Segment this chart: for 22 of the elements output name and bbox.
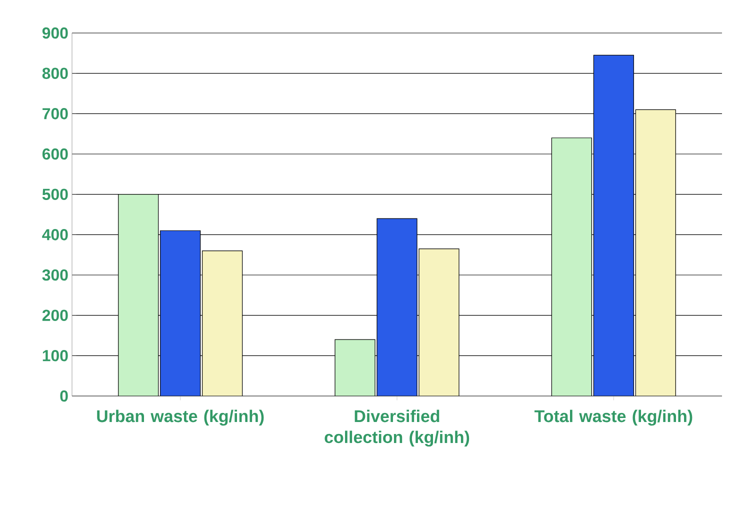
y-tick-label: 800 <box>42 68 68 79</box>
y-tick-label: 300 <box>42 269 68 281</box>
bar <box>418 248 460 396</box>
x-tick-label: Urban waste (kg/inh) <box>97 410 264 426</box>
bar <box>551 138 592 396</box>
y-tick-label: 700 <box>42 108 68 120</box>
y-tick-label: 600 <box>42 148 68 160</box>
bar <box>202 250 243 396</box>
bar <box>376 218 418 396</box>
y-tick-label: 500 <box>42 188 68 200</box>
y-tick-label: 400 <box>42 229 68 240</box>
bar <box>118 194 159 396</box>
x-tick-label: Diversified collection (kg/inh) <box>324 410 470 447</box>
x-tick-label: Total waste (kg/inh) <box>534 410 692 426</box>
y-tick-label: 200 <box>42 310 68 321</box>
y-tick-label: 0 <box>60 390 68 402</box>
bar <box>334 339 376 396</box>
y-tick-label: 900 <box>42 27 68 39</box>
bar <box>635 109 676 396</box>
bar <box>593 54 634 396</box>
bar <box>160 230 201 396</box>
y-tick-label: 100 <box>42 350 68 362</box>
